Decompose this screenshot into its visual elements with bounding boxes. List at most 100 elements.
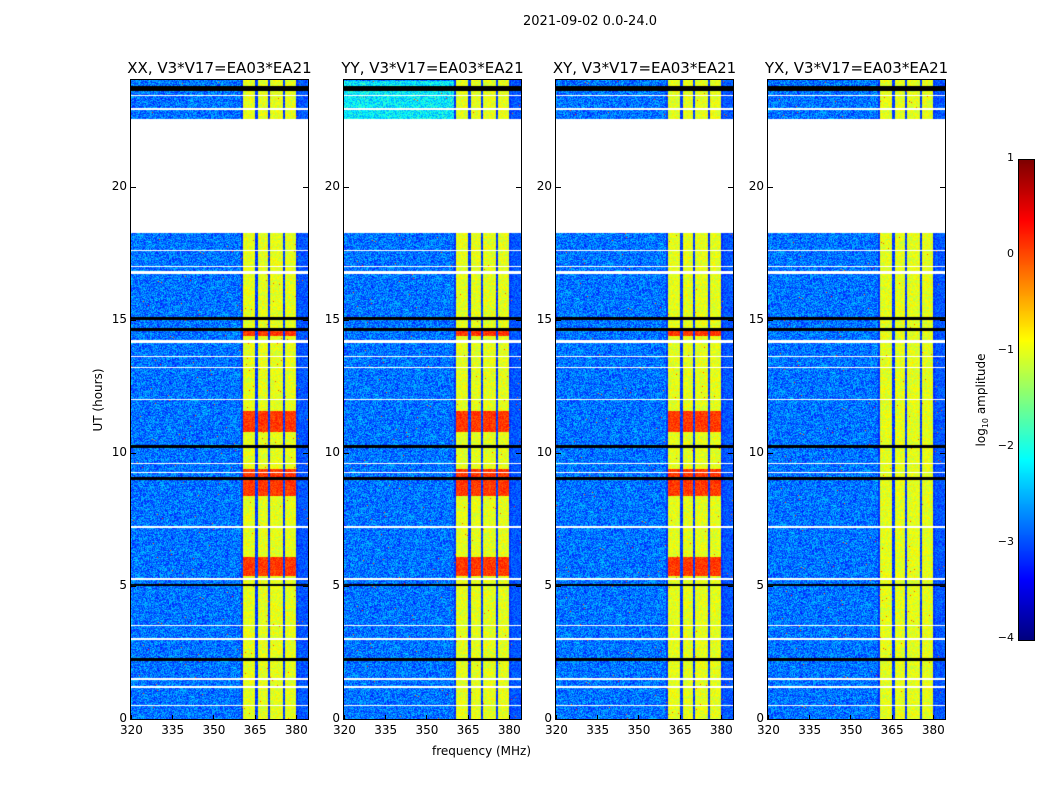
heatmap-panel bbox=[343, 79, 522, 720]
y-tick-mark bbox=[768, 452, 773, 454]
y-tick-label: 10 bbox=[324, 444, 340, 459]
y-tick-mark bbox=[556, 719, 561, 720]
y-tick-mark bbox=[516, 319, 521, 321]
x-tick-label: 320 bbox=[545, 723, 568, 737]
x-tick-label: 365 bbox=[243, 723, 267, 737]
x-tick-label: 350 bbox=[627, 723, 651, 737]
y-tick-mark bbox=[303, 452, 308, 454]
x-tick-label: 365 bbox=[880, 723, 904, 737]
y-tick-mark bbox=[940, 585, 945, 587]
x-tick-mark bbox=[850, 715, 852, 719]
y-tick-mark bbox=[131, 585, 136, 587]
x-tick-label: 380 bbox=[284, 723, 308, 737]
x-tick-label: 350 bbox=[839, 723, 863, 737]
y-tick-label: 10 bbox=[111, 444, 127, 459]
y-tick-label: 5 bbox=[332, 577, 340, 592]
x-tick-label: 380 bbox=[921, 723, 945, 737]
heatmap-panel bbox=[767, 79, 946, 720]
y-tick-mark bbox=[768, 319, 773, 321]
x-tick-mark bbox=[344, 715, 345, 719]
y-tick-mark bbox=[344, 452, 349, 454]
y-tick-mark bbox=[940, 186, 945, 188]
colorbar-tick-label: −2 bbox=[997, 439, 1014, 452]
x-tick-label: 335 bbox=[161, 723, 185, 737]
x-tick-label: 365 bbox=[668, 723, 692, 737]
x-tick-mark bbox=[467, 715, 469, 719]
y-tick-mark bbox=[344, 186, 349, 188]
x-tick-mark bbox=[720, 715, 722, 719]
colorbar-tick-label: 0 bbox=[1007, 247, 1014, 260]
x-tick-label: 365 bbox=[456, 723, 480, 737]
y-tick-mark bbox=[516, 585, 521, 587]
y-tick-mark bbox=[131, 719, 136, 720]
y-tick-label: 15 bbox=[748, 311, 764, 326]
y-tick-label: 20 bbox=[324, 178, 340, 193]
y-tick-mark bbox=[768, 719, 773, 720]
y-tick-label: 0 bbox=[756, 711, 764, 725]
colorbar bbox=[1018, 159, 1035, 641]
y-tick-mark bbox=[131, 186, 136, 188]
x-tick-mark bbox=[597, 715, 599, 719]
panel-title: YY, V3*V17=EA03*EA21 bbox=[341, 59, 524, 77]
x-tick-label: 350 bbox=[415, 723, 439, 737]
y-tick-mark bbox=[556, 585, 561, 587]
x-tick-mark bbox=[638, 715, 640, 719]
y-tick-label: 15 bbox=[536, 311, 552, 326]
x-tick-label: 380 bbox=[497, 723, 521, 737]
y-axis-label: UT (hours) bbox=[91, 368, 105, 432]
y-tick-label: 0 bbox=[332, 711, 340, 725]
x-tick-label: 320 bbox=[120, 723, 143, 737]
y-tick-mark bbox=[768, 186, 773, 188]
x-tick-mark bbox=[508, 715, 510, 719]
y-tick-label: 0 bbox=[119, 711, 127, 725]
y-tick-label: 20 bbox=[536, 178, 552, 193]
y-tick-label: 10 bbox=[536, 444, 552, 459]
x-tick-label: 335 bbox=[586, 723, 610, 737]
x-tick-mark bbox=[131, 715, 132, 719]
y-tick-mark bbox=[131, 452, 136, 454]
y-tick-label: 5 bbox=[119, 577, 127, 592]
x-tick-label: 320 bbox=[333, 723, 356, 737]
y-tick-mark bbox=[303, 719, 308, 720]
colorbar-label: log10 amplitude bbox=[973, 353, 991, 447]
panel-title: XY, V3*V17=EA03*EA21 bbox=[552, 59, 737, 77]
y-tick-label: 5 bbox=[756, 577, 764, 592]
x-tick-mark bbox=[809, 715, 811, 719]
y-tick-label: 0 bbox=[544, 711, 552, 725]
y-tick-label: 10 bbox=[748, 444, 764, 459]
y-tick-mark bbox=[940, 719, 945, 720]
x-axis-label: frequency (MHz) bbox=[432, 744, 532, 758]
x-tick-mark bbox=[254, 715, 256, 719]
x-tick-label: 320 bbox=[757, 723, 780, 737]
y-tick-mark bbox=[516, 452, 521, 454]
y-tick-mark bbox=[303, 186, 308, 188]
heatmap-panel bbox=[130, 79, 309, 720]
y-tick-mark bbox=[556, 319, 561, 321]
x-tick-mark bbox=[213, 715, 215, 719]
x-tick-mark bbox=[385, 715, 387, 719]
y-tick-mark bbox=[556, 452, 561, 454]
x-tick-mark bbox=[172, 715, 174, 719]
y-tick-mark bbox=[516, 186, 521, 188]
x-tick-mark bbox=[932, 715, 934, 719]
y-tick-label: 15 bbox=[111, 311, 127, 326]
y-tick-mark bbox=[556, 186, 561, 188]
x-tick-label: 380 bbox=[709, 723, 733, 737]
y-tick-label: 15 bbox=[324, 311, 340, 326]
x-tick-mark bbox=[426, 715, 428, 719]
colorbar-tick-label: 1 bbox=[1007, 151, 1014, 164]
y-tick-mark bbox=[728, 719, 733, 720]
x-tick-label: 350 bbox=[202, 723, 226, 737]
y-tick-mark bbox=[940, 452, 945, 454]
y-tick-mark bbox=[728, 585, 733, 587]
colorbar-tick-label: −3 bbox=[997, 535, 1014, 548]
y-tick-mark bbox=[303, 585, 308, 587]
x-tick-mark bbox=[768, 715, 769, 719]
figure-title: 2021-09-02 0.0-24.0 bbox=[523, 14, 657, 29]
y-tick-label: 20 bbox=[111, 178, 127, 193]
y-tick-mark bbox=[344, 719, 349, 720]
y-tick-mark bbox=[516, 719, 521, 720]
y-tick-mark bbox=[940, 319, 945, 321]
heatmap-panel bbox=[555, 79, 734, 720]
